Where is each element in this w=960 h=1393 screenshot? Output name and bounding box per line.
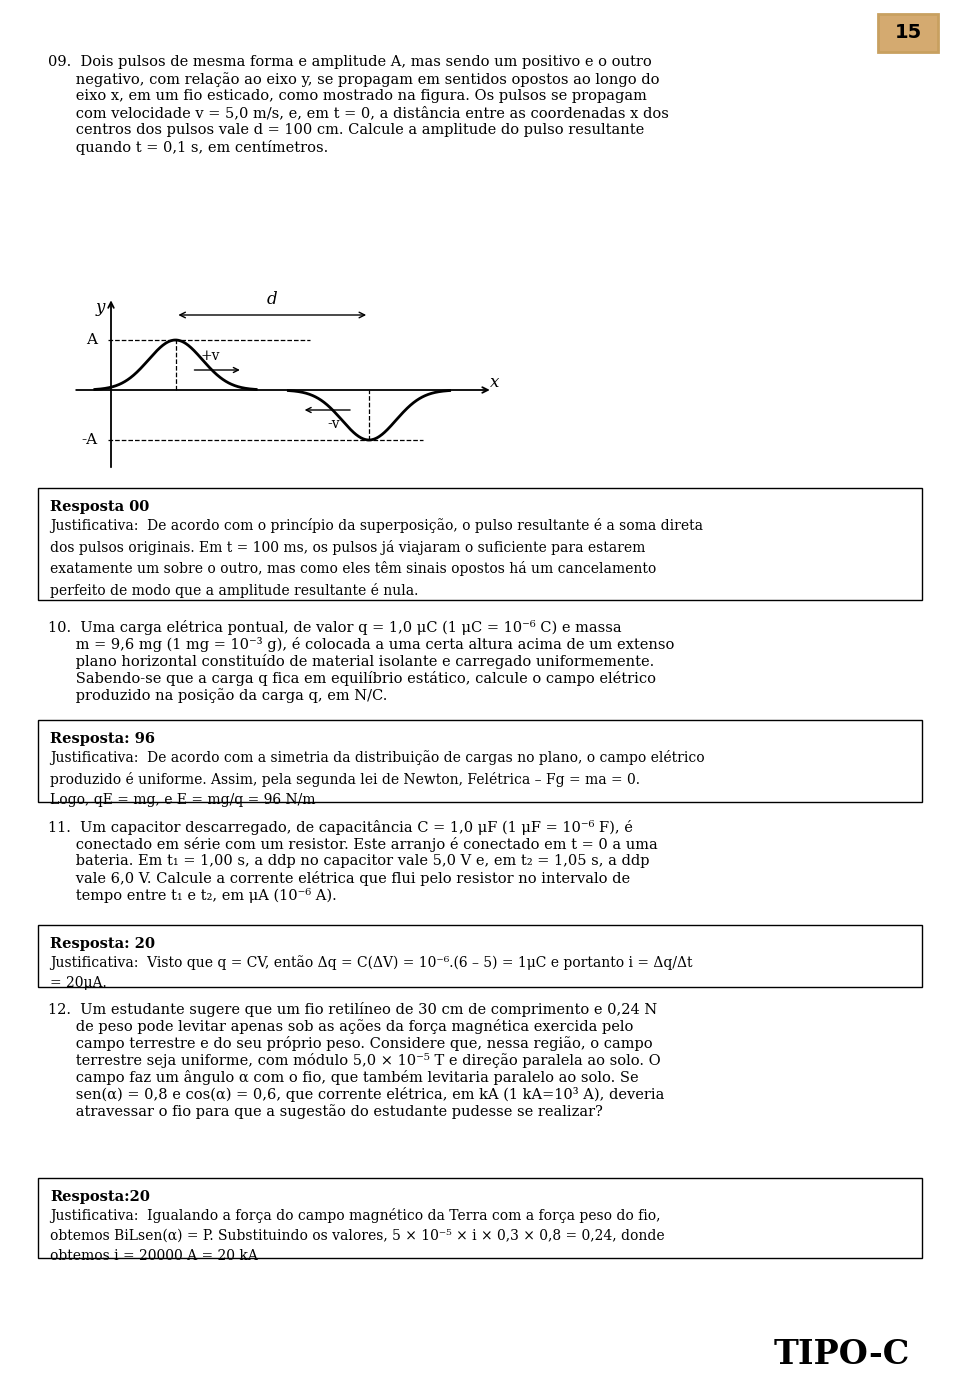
Text: TIPO-C: TIPO-C — [774, 1339, 910, 1372]
Text: atravessar o fio para que a sugestão do estudante pudesse se realizar?: atravessar o fio para que a sugestão do … — [48, 1105, 603, 1119]
Text: de peso pode levitar apenas sob as ações da força magnética exercida pelo: de peso pode levitar apenas sob as ações… — [48, 1020, 634, 1034]
Text: quando t = 0,1 s, em centímetros.: quando t = 0,1 s, em centímetros. — [48, 141, 328, 155]
Bar — [878, 14, 938, 52]
Text: -A: -A — [82, 433, 98, 447]
Bar — [38, 925, 922, 988]
Text: 09.  Dois pulsos de mesma forma e amplitude A, mas sendo um positivo e o outro: 09. Dois pulsos de mesma forma e amplitu… — [48, 54, 652, 70]
Text: 12.  Um estudante sugere que um fio retilíneo de 30 cm de comprimento e 0,24 N: 12. Um estudante sugere que um fio retil… — [48, 1002, 658, 1017]
Text: Justificativa:  Visto que q = CV, então Δq = C(ΔV) = 10⁻⁶.(6 – 5) = 1μC e portan: Justificativa: Visto que q = CV, então Δ… — [50, 956, 692, 990]
Text: Resposta:20: Resposta:20 — [50, 1190, 150, 1204]
Text: tempo entre t₁ e t₂, em μA (10⁻⁶ A).: tempo entre t₁ e t₂, em μA (10⁻⁶ A). — [48, 887, 337, 903]
Text: 11.  Um capacitor descarregado, de capacitância C = 1,0 μF (1 μF = 10⁻⁶ F), é: 11. Um capacitor descarregado, de capaci… — [48, 820, 633, 834]
Bar — [38, 720, 922, 802]
Text: x: x — [490, 373, 499, 391]
Text: terrestre seja uniforme, com módulo 5,0 × 10⁻⁵ T e direção paralela ao solo. O: terrestre seja uniforme, com módulo 5,0 … — [48, 1053, 660, 1068]
Text: Justificativa:  De acordo com o princípio da superposição, o pulso resultante é : Justificativa: De acordo com o princípio… — [50, 518, 703, 598]
Text: Resposta: 20: Resposta: 20 — [50, 937, 155, 951]
Text: Sabendo-se que a carga q fica em equilíbrio estático, calcule o campo elétrico: Sabendo-se que a carga q fica em equilíb… — [48, 671, 656, 685]
Text: +v: +v — [201, 348, 220, 362]
Text: 15: 15 — [895, 24, 922, 43]
Text: plano horizontal constituído de material isolante e carregado uniformemente.: plano horizontal constituído de material… — [48, 653, 655, 669]
Text: centros dos pulsos vale d = 100 cm. Calcule a amplitude do pulso resultante: centros dos pulsos vale d = 100 cm. Calc… — [48, 123, 644, 137]
Text: Justificativa:  De acordo com a simetria da distribuição de cargas no plano, o c: Justificativa: De acordo com a simetria … — [50, 749, 705, 807]
Text: m = 9,6 mg (1 mg = 10⁻³ g), é colocada a uma certa altura acima de um extenso: m = 9,6 mg (1 mg = 10⁻³ g), é colocada a… — [48, 637, 674, 652]
Text: vale 6,0 V. Calcule a corrente elétrica que flui pelo resistor no intervalo de: vale 6,0 V. Calcule a corrente elétrica … — [48, 871, 630, 886]
Text: negativo, com relação ao eixo y, se propagam em sentidos opostos ao longo do: negativo, com relação ao eixo y, se prop… — [48, 72, 660, 86]
Bar — [38, 1178, 922, 1258]
Text: -v: -v — [327, 417, 341, 430]
Text: com velocidade v = 5,0 m/s, e, em t = 0, a distância entre as coordenadas x dos: com velocidade v = 5,0 m/s, e, em t = 0,… — [48, 106, 669, 120]
Text: A: A — [86, 333, 98, 347]
Text: 10.  Uma carga elétrica pontual, de valor q = 1,0 μC (1 μC = 10⁻⁶ C) e massa: 10. Uma carga elétrica pontual, de valor… — [48, 620, 622, 635]
Text: conectado em série com um resistor. Este arranjo é conectado em t = 0 a uma: conectado em série com um resistor. Este… — [48, 837, 658, 853]
Text: sen(α) = 0,8 e cos(α) = 0,6, que corrente elétrica, em kA (1 kA=10³ A), deveria: sen(α) = 0,8 e cos(α) = 0,6, que corrent… — [48, 1087, 664, 1102]
Text: campo terrestre e do seu próprio peso. Considere que, nessa região, o campo: campo terrestre e do seu próprio peso. C… — [48, 1036, 653, 1050]
Text: d: d — [267, 291, 277, 308]
Bar — [38, 488, 922, 600]
Text: bateria. Em t₁ = 1,00 s, a ddp no capacitor vale 5,0 V e, em t₂ = 1,05 s, a ddp: bateria. Em t₁ = 1,00 s, a ddp no capaci… — [48, 854, 650, 868]
Text: y: y — [95, 299, 105, 316]
Text: Justificativa:  Igualando a força do campo magnético da Terra com a força peso d: Justificativa: Igualando a força do camp… — [50, 1208, 664, 1263]
Text: campo faz um ângulo α com o fio, que também levitaria paralelo ao solo. Se: campo faz um ângulo α com o fio, que tam… — [48, 1070, 638, 1085]
Text: Resposta 00: Resposta 00 — [50, 500, 149, 514]
Text: Resposta: 96: Resposta: 96 — [50, 731, 155, 747]
Text: produzido na posição da carga q, em N/C.: produzido na posição da carga q, em N/C. — [48, 688, 388, 703]
Text: eixo x, em um fio esticado, como mostrado na figura. Os pulsos se propagam: eixo x, em um fio esticado, como mostrad… — [48, 89, 647, 103]
